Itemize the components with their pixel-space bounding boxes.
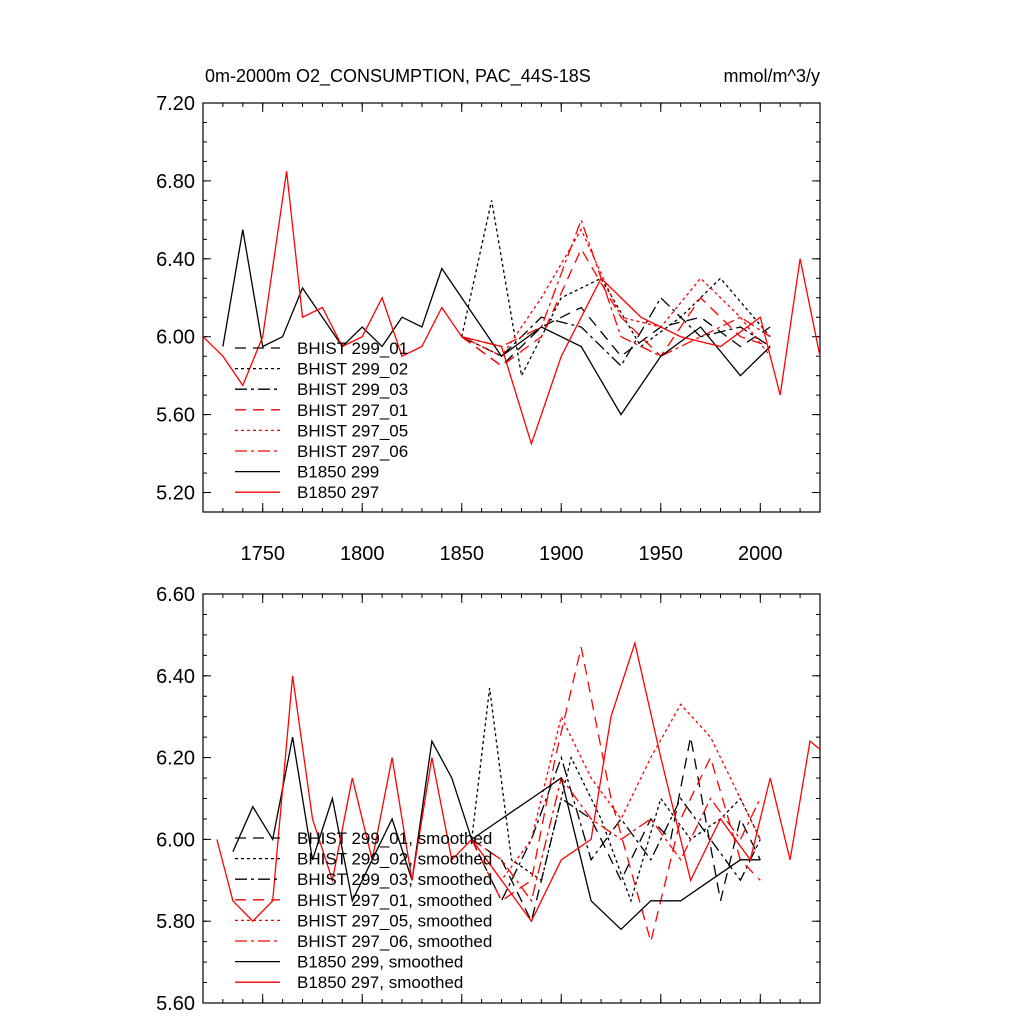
panel-bottom-series [216, 640, 821, 945]
ytick-label: 6.40 [156, 249, 195, 271]
panel-top-xticks: 1750 1800 1850 1900 1950 2000 [222, 103, 801, 565]
legend-label: BHIST 297_06 [297, 442, 408, 461]
series-line-b1850-299-smoothed [232, 736, 761, 931]
legend-label: BHIST 297_01, smoothed [297, 891, 492, 910]
xtick-label: 1900 [539, 543, 584, 565]
series-line-bhist-299-01-smoothed [471, 736, 761, 924]
legend-label: B1850 297 [297, 483, 379, 502]
series-line-b1850-297-smoothed [216, 640, 821, 923]
xtick-label: 2000 [738, 543, 783, 565]
legend-label: BHIST 297_06, smoothed [297, 932, 492, 951]
panel-top-frame [202, 102, 821, 513]
legend-label: BHIST 299_02 [297, 360, 408, 379]
series-line-bhist-297-01-smoothed [471, 647, 761, 945]
series-line-bhist-297-06-smoothed [471, 776, 761, 903]
legend-label: BHIST 299_01 [297, 339, 408, 358]
series-line-bhist-297-06 [461, 217, 771, 357]
ytick-label: 5.60 [156, 405, 195, 427]
legend-label: B1850 299, smoothed [297, 953, 463, 972]
panel-bottom-xticks [222, 594, 801, 1003]
legend-label: BHIST 299_03, smoothed [297, 870, 492, 889]
ytick-label: 5.60 [156, 993, 195, 1015]
series-line-b1850-297 [202, 171, 821, 446]
panel-top-yticks: 5.20 5.60 6.00 6.40 6.80 7.20 [156, 93, 820, 505]
series-line-bhist-299-03 [461, 296, 771, 367]
ytick-label: 5.20 [156, 483, 195, 505]
ytick-label: 6.00 [156, 327, 195, 349]
panel-top-series [202, 171, 821, 446]
ytick-label: 6.60 [156, 584, 195, 606]
series-line-bhist-299-01 [461, 306, 771, 367]
panel-bottom-frame [202, 593, 821, 1004]
xtick-label: 1950 [639, 543, 684, 565]
panel-bottom-legend: BHIST 299_01, smoothed BHIST 299_02, smoo… [235, 829, 492, 992]
legend-label: B1850 297, smoothed [297, 973, 463, 992]
series-line-bhist-299-03-smoothed [471, 755, 761, 903]
series-line-bhist-297-05 [461, 228, 771, 358]
legend-label: BHIST 299_03 [297, 380, 408, 399]
xtick-label: 1750 [240, 543, 285, 565]
legend-label: BHIST 297_01 [297, 401, 408, 420]
series-line-bhist-299-02 [461, 200, 771, 378]
legend-label: B1850 299 [297, 463, 379, 482]
panel-top-title: 0m-2000m O2_CONSUMPTION, PAC_44S-18S [205, 66, 591, 87]
ytick-label: 6.40 [156, 666, 195, 688]
series-line-b1850-299 [222, 229, 771, 416]
ytick-label: 6.20 [156, 748, 195, 770]
series-line-bhist-297-05-smoothed [471, 703, 761, 882]
xtick-label: 1850 [439, 543, 484, 565]
ytick-label: 7.20 [156, 93, 195, 115]
legend-label: BHIST 299_02, smoothed [297, 850, 492, 869]
legend-label: BHIST 297_05, smoothed [297, 911, 492, 930]
series-line-bhist-299-02-smoothed [471, 688, 761, 903]
panel-bottom: 5.60 5.80 6.00 6.20 6.40 6.60 BHIST 299_01, s… [156, 584, 821, 1015]
ytick-label: 6.80 [156, 171, 195, 193]
panel-top-units: mmol/m^3/y [724, 66, 820, 86]
panel-top: 0m-2000m O2_CONSUMPTION, PAC_44S-18S mmo… [156, 66, 821, 565]
ytick-label: 6.00 [156, 829, 195, 851]
legend-label: BHIST 297_05 [297, 421, 408, 440]
ytick-label: 5.80 [156, 911, 195, 933]
panel-bottom-yticks: 5.60 5.80 6.00 6.20 6.40 6.60 [156, 584, 820, 1015]
series-line-bhist-297-01 [461, 247, 771, 367]
xtick-label: 1800 [340, 543, 385, 565]
legend-label: BHIST 299_01, smoothed [297, 829, 492, 848]
